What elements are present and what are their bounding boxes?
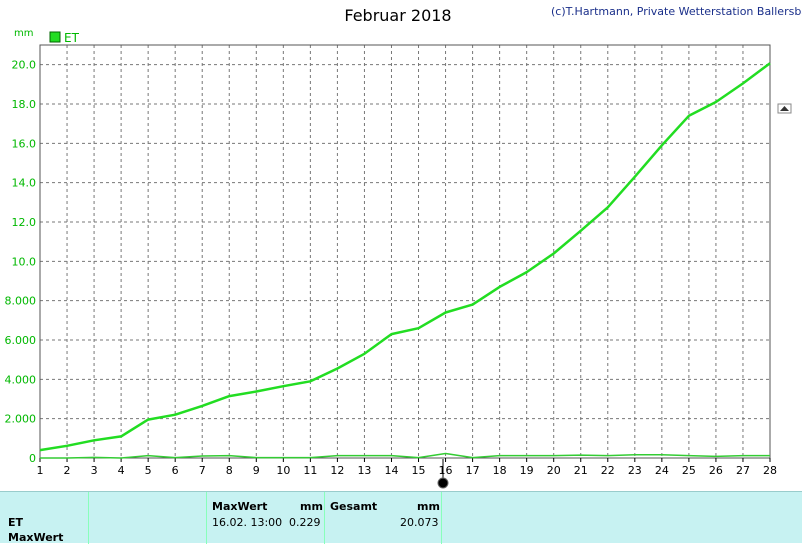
x-tick-label: 7 [199,464,206,477]
x-tick-label: 17 [466,464,480,477]
x-tick-label: 25 [682,464,696,477]
total-header: Gesamt [330,500,378,513]
max-unit: mm [300,500,323,513]
y-tick-label: 12.0 [12,216,37,229]
legend-label: ET [64,31,80,45]
x-tick-label: 16 [439,464,453,477]
x-tick-label: 3 [91,464,98,477]
y-axis: 0 2.000 4.000 6.000 8.000 10.0 12.0 14.0 16.0 18.… [5,59,37,465]
x-axis: 1 2 3 4 5 6 7 8 9 10 11 12 13 14 15 16 17 18 19 20 21 22 23 24 2… [37,458,777,477]
x-tick-label: 9 [253,464,260,477]
panel-divider [88,492,89,544]
x-tick-label: 18 [493,464,507,477]
y-tick-label: 2.000 [5,413,37,426]
panel-divider [206,492,207,544]
x-tick-label: 24 [655,464,669,477]
max-time: 16.02. 13:00 [212,516,283,529]
x-tick-label: 26 [709,464,723,477]
y-tick-label: 8.000 [5,295,37,308]
panel-divider [441,492,442,544]
series-group [39,62,771,459]
chart-title: Februar 2018 [344,6,451,25]
x-tick-label: 28 [763,464,777,477]
y-tick-label: 6.000 [5,334,37,347]
info-panel: ET MaxWert MaxWert mm 16.02. 13:00 0.229… [0,491,802,544]
series-line-cumulative [39,62,771,452]
cursor-marker-icon[interactable] [437,477,449,489]
x-tick-label: 10 [276,464,290,477]
y-tick-label: 4.000 [5,373,37,386]
x-tick-label: 4 [118,464,125,477]
x-tick-label: 2 [64,464,71,477]
x-tick-label: 23 [628,464,642,477]
max-header: MaxWert [212,500,268,513]
x-tick-label: 15 [412,464,426,477]
y-tick-label: 0 [29,452,36,465]
series-line-daily [40,452,770,459]
chart: Februar 2018 (c)T.Hartmann, Private Wett… [5,5,802,489]
x-tick-label: 19 [520,464,534,477]
plot-area [39,44,771,459]
x-tick-label: 1 [37,464,44,477]
y-tick-label: 10.0 [12,255,37,268]
x-tick-label: 8 [226,464,233,477]
x-tick-label: 12 [330,464,344,477]
y-axis-unit: mm [14,28,33,39]
x-tick-label: 21 [574,464,588,477]
x-tick-label: 22 [601,464,615,477]
y-tick-label: 20.0 [12,59,37,72]
panel-divider [324,492,325,544]
grid [40,45,770,458]
x-tick-label: 5 [145,464,152,477]
chart-credit: (c)T.Hartmann, Private Wetterstation Bal… [551,5,802,18]
y-tick-label: 18.0 [12,98,37,111]
x-tick-label: 27 [736,464,750,477]
total-unit: mm [417,500,440,513]
y-tick-label: 16.0 [12,137,37,150]
x-tick-label: 11 [303,464,317,477]
y-tick-label: 14.0 [12,177,37,190]
x-tick-label: 13 [357,464,371,477]
scroll-arrow-icon [780,106,789,111]
panel-row-et: ET [8,516,24,529]
max-value: 0.229 [289,516,321,529]
x-tick-label: 14 [384,464,398,477]
x-tick-label: 6 [172,464,179,477]
total-value: 20.073 [400,516,439,529]
legend-swatch [49,31,61,43]
panel-row-maxwert: MaxWert [8,531,64,544]
x-tick-label: 20 [547,464,561,477]
